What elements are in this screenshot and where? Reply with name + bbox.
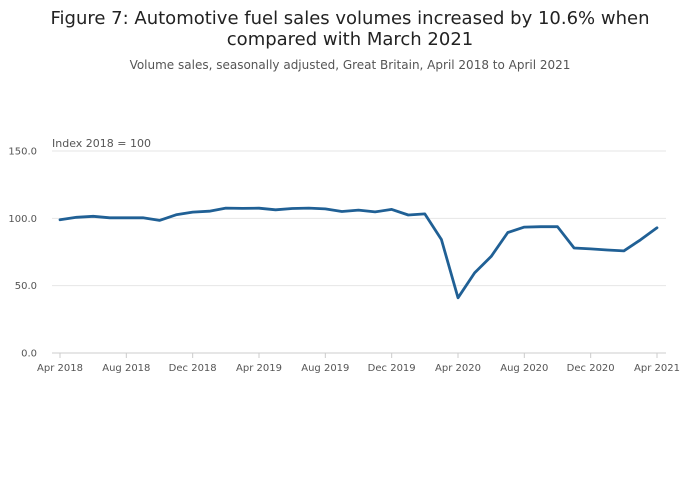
y-tick-label: 150.0	[8, 147, 37, 158]
series-group	[57, 205, 661, 301]
data-point[interactable]	[554, 223, 561, 230]
data-point[interactable]	[355, 207, 362, 214]
y-tick-label: 100.0	[8, 214, 37, 225]
data-point[interactable]	[521, 224, 528, 231]
x-tick-label: Apr 2019	[236, 363, 282, 374]
data-point[interactable]	[272, 206, 279, 213]
chart-title-line-2: compared with March 2021	[227, 29, 473, 50]
data-point[interactable]	[654, 224, 661, 231]
data-point[interactable]	[289, 205, 296, 212]
data-point[interactable]	[256, 205, 263, 212]
x-tick-label: Aug 2020	[500, 363, 548, 374]
data-point[interactable]	[156, 217, 163, 224]
data-point[interactable]	[123, 214, 130, 221]
x-tick-label: Aug 2018	[102, 363, 150, 374]
data-point[interactable]	[372, 208, 379, 215]
data-point[interactable]	[620, 247, 627, 254]
data-point[interactable]	[206, 208, 213, 215]
data-point[interactable]	[571, 244, 578, 251]
y-tick-label: 0.0	[21, 349, 37, 360]
x-tick-label: Aug 2019	[301, 363, 349, 374]
chart-title-line-1: Figure 7: Automotive fuel sales volumes …	[50, 8, 649, 29]
x-axis-ticks: Apr 2018 Aug 2018 Dec 2018 Apr 2019 Aug 2019…	[37, 353, 680, 374]
data-point[interactable]	[222, 205, 229, 212]
data-point[interactable]	[637, 236, 644, 243]
data-point[interactable]	[106, 214, 113, 221]
data-point[interactable]	[504, 229, 511, 236]
x-tick-label: Dec 2020	[567, 363, 615, 374]
data-point[interactable]	[537, 223, 544, 230]
x-tick-label: Dec 2019	[368, 363, 416, 374]
gridlines	[52, 150, 666, 354]
data-point[interactable]	[239, 205, 246, 212]
data-point[interactable]	[604, 246, 611, 253]
data-point[interactable]	[189, 209, 196, 216]
data-point[interactable]	[73, 214, 80, 221]
data-point[interactable]	[305, 205, 312, 212]
data-point[interactable]	[405, 211, 412, 218]
y-tick-label: 50.0	[15, 281, 37, 292]
series-line-0	[58, 206, 659, 300]
y-axis-ticks: 0.0 50.0 100.0 150.0	[8, 147, 37, 360]
data-point[interactable]	[471, 269, 478, 276]
data-point[interactable]	[139, 214, 146, 221]
data-point[interactable]	[438, 236, 445, 243]
data-point[interactable]	[421, 210, 428, 217]
data-point[interactable]	[322, 205, 329, 212]
data-point[interactable]	[338, 208, 345, 215]
data-point[interactable]	[488, 253, 495, 260]
x-tick-label: Apr 2018	[37, 363, 83, 374]
x-tick-label: Dec 2018	[169, 363, 217, 374]
data-point[interactable]	[455, 294, 462, 301]
y-axis-label: Index 2018 = 100	[52, 137, 151, 150]
x-tick-label: Apr 2021	[634, 363, 680, 374]
chart-subtitle: Volume sales, seasonally adjusted, Great…	[130, 58, 571, 72]
x-tick-label: Apr 2020	[435, 363, 481, 374]
data-point[interactable]	[587, 245, 594, 252]
data-point[interactable]	[173, 211, 180, 218]
data-point[interactable]	[90, 213, 97, 220]
data-point[interactable]	[388, 206, 395, 213]
data-point[interactable]	[57, 216, 64, 223]
